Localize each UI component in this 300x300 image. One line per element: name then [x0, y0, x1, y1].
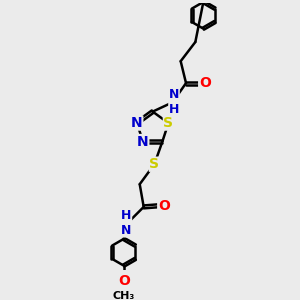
Text: O: O	[158, 199, 170, 213]
Text: H
N: H N	[121, 209, 132, 237]
Text: N: N	[131, 116, 143, 130]
Text: N
H: N H	[169, 88, 179, 116]
Text: S: S	[164, 116, 173, 130]
Text: O: O	[199, 76, 211, 90]
Text: S: S	[149, 157, 159, 171]
Text: O: O	[118, 274, 130, 288]
Text: CH₃: CH₃	[112, 291, 135, 300]
Text: N: N	[137, 134, 149, 148]
